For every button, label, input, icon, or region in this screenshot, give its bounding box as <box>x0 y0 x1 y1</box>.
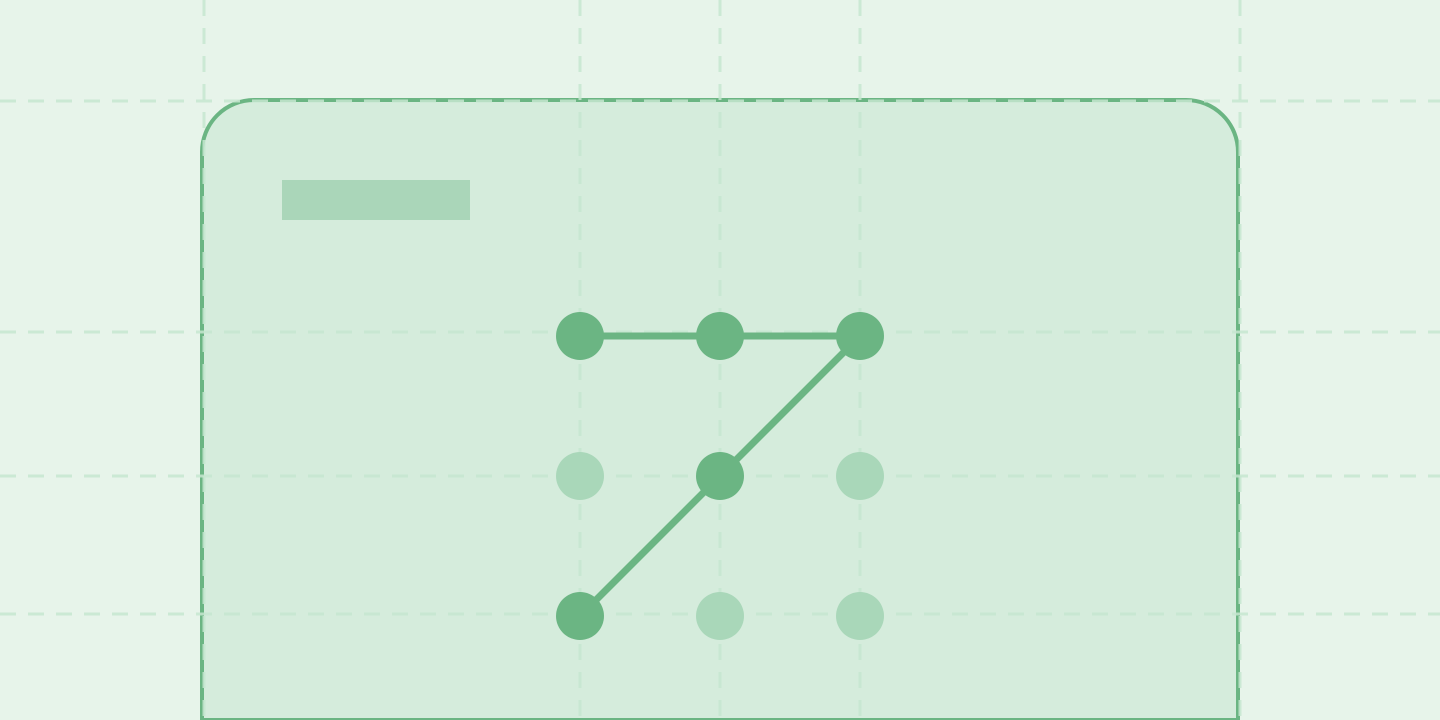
pattern-dot-active[interactable] <box>556 312 604 360</box>
pattern-dot-inactive[interactable] <box>696 592 744 640</box>
pattern-dot-active[interactable] <box>556 592 604 640</box>
pattern-segment <box>576 472 724 620</box>
pattern-dot-inactive[interactable] <box>556 452 604 500</box>
pattern-dot-inactive[interactable] <box>836 452 884 500</box>
pattern-dot-inactive[interactable] <box>836 592 884 640</box>
title-placeholder-bar <box>282 180 470 220</box>
pattern-segment <box>716 332 864 480</box>
pattern-dot-grid <box>556 312 884 640</box>
pattern-dot-active[interactable] <box>696 312 744 360</box>
pattern-dot-active[interactable] <box>696 452 744 500</box>
pattern-dot-active[interactable] <box>836 312 884 360</box>
